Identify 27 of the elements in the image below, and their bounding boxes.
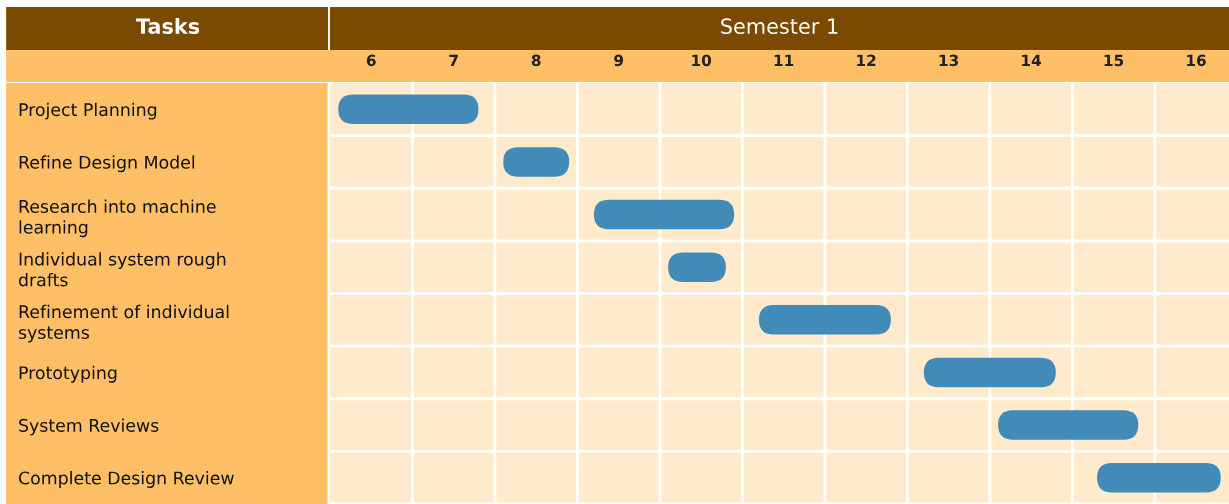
x-tick-label: 7 xyxy=(449,54,458,66)
x-tick-label: 6 xyxy=(366,54,376,67)
chart-title: Semester 1 xyxy=(721,18,838,35)
y-tick-label: Refinement of individual systems xyxy=(18,304,229,343)
bar xyxy=(338,94,479,125)
x-tick-label: 9 xyxy=(614,54,624,67)
bar xyxy=(758,305,891,335)
x-tick-label: 11 xyxy=(774,54,794,66)
x-tick-label: 10 xyxy=(692,54,712,67)
x-tick-label: 14 xyxy=(1022,54,1041,66)
x-tick-label: 12 xyxy=(857,54,876,66)
y-tick-label: System Reviews xyxy=(19,418,159,436)
y-tick-label: Refine Design Model xyxy=(19,155,195,173)
x-tick-label: 13 xyxy=(939,54,958,67)
y-axis-title: Tasks xyxy=(135,17,200,35)
y-tick-label: Project Planning xyxy=(19,102,157,120)
bar xyxy=(923,357,1056,388)
y-tick-label: Prototyping xyxy=(19,365,117,383)
bar xyxy=(998,410,1139,440)
bar xyxy=(1097,462,1221,493)
bar xyxy=(593,199,735,230)
x-tick-label: 8 xyxy=(531,54,541,67)
y-tick-label: Complete Design Review xyxy=(18,471,234,488)
y-tick-label: Research into machine learning xyxy=(19,199,216,238)
y-tick-label: Individual system rough drafts xyxy=(18,252,226,287)
x-tick-label: 15 xyxy=(1104,54,1124,67)
x-tick-label: 16 xyxy=(1187,54,1206,67)
